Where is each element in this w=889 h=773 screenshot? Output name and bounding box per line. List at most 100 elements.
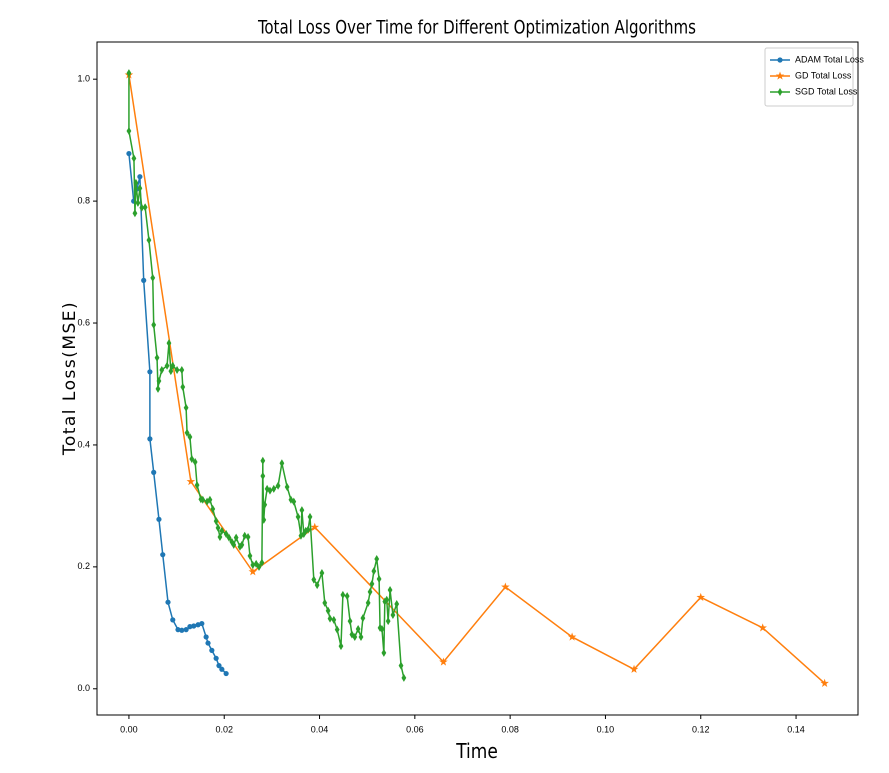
point (126, 69, 132, 78)
point (126, 150, 132, 157)
point (275, 481, 281, 490)
point (365, 598, 371, 607)
point (200, 495, 206, 504)
point (141, 277, 147, 283)
point (376, 575, 382, 584)
point (213, 655, 219, 661)
point (133, 178, 139, 187)
point (250, 561, 256, 570)
point (322, 598, 328, 607)
x-tick-label: 0.10 (597, 724, 615, 734)
point (216, 663, 222, 669)
point (203, 634, 209, 640)
point (209, 647, 215, 653)
point (233, 533, 239, 542)
point (310, 522, 320, 531)
point (338, 642, 344, 651)
point (820, 678, 829, 687)
point (194, 481, 200, 490)
point (775, 71, 785, 80)
point (189, 454, 195, 463)
point (242, 531, 248, 540)
point (369, 579, 375, 588)
x-tick-label: 0.06 (406, 724, 424, 734)
x-tick-label: 0.12 (692, 724, 710, 734)
point (390, 611, 396, 620)
point (247, 551, 253, 560)
point (629, 664, 639, 673)
point (360, 614, 366, 623)
point (260, 472, 266, 481)
point (344, 592, 350, 601)
point (175, 627, 181, 633)
point (245, 532, 251, 541)
point (367, 587, 373, 596)
point (132, 209, 138, 218)
y-tick-label: 0.2 (77, 561, 90, 571)
point (303, 526, 309, 535)
point (164, 361, 170, 370)
point (291, 497, 297, 506)
point (379, 625, 385, 634)
point (179, 627, 185, 633)
plot-area (124, 69, 829, 687)
point (385, 617, 391, 626)
y-tick-label: 0.0 (77, 683, 90, 693)
point (319, 568, 325, 577)
point (259, 558, 265, 567)
point (187, 433, 193, 442)
point (439, 657, 448, 666)
point (187, 624, 193, 630)
point (174, 365, 180, 374)
point (301, 529, 307, 538)
legend-label: SGD Total Loss (795, 86, 858, 96)
point (183, 627, 189, 633)
point (192, 458, 198, 467)
point (199, 620, 205, 627)
point (229, 537, 235, 546)
point (384, 595, 390, 604)
point (262, 500, 268, 509)
y-tick-label: 1.0 (77, 74, 90, 84)
point (271, 484, 277, 493)
point (137, 174, 143, 180)
point (305, 525, 311, 534)
point (179, 365, 185, 374)
point (159, 365, 165, 374)
point (166, 339, 172, 348)
point (295, 512, 301, 521)
point (231, 540, 237, 549)
point (135, 198, 141, 207)
point (387, 586, 393, 595)
point (374, 554, 380, 563)
point (223, 670, 229, 677)
point (248, 567, 258, 576)
point (325, 606, 331, 615)
point (207, 495, 213, 504)
point (219, 526, 225, 535)
point (279, 459, 285, 468)
x-tick-label: 0.02 (215, 724, 233, 734)
point (205, 640, 211, 646)
point (261, 515, 267, 524)
point (334, 625, 340, 634)
point (355, 625, 361, 634)
point (180, 383, 186, 392)
point (299, 506, 305, 515)
point (146, 236, 152, 245)
point (267, 486, 273, 495)
point (150, 273, 156, 282)
point (155, 384, 161, 393)
point (327, 614, 333, 623)
point (256, 562, 262, 571)
legend-label: ADAM Total Loss (795, 54, 864, 64)
point (567, 632, 577, 641)
point (501, 582, 510, 591)
plot-frame (96, 41, 859, 716)
point (156, 376, 162, 385)
x-tick-label: 0.04 (311, 724, 329, 734)
point (170, 617, 176, 623)
point (151, 320, 157, 329)
point (371, 567, 377, 576)
